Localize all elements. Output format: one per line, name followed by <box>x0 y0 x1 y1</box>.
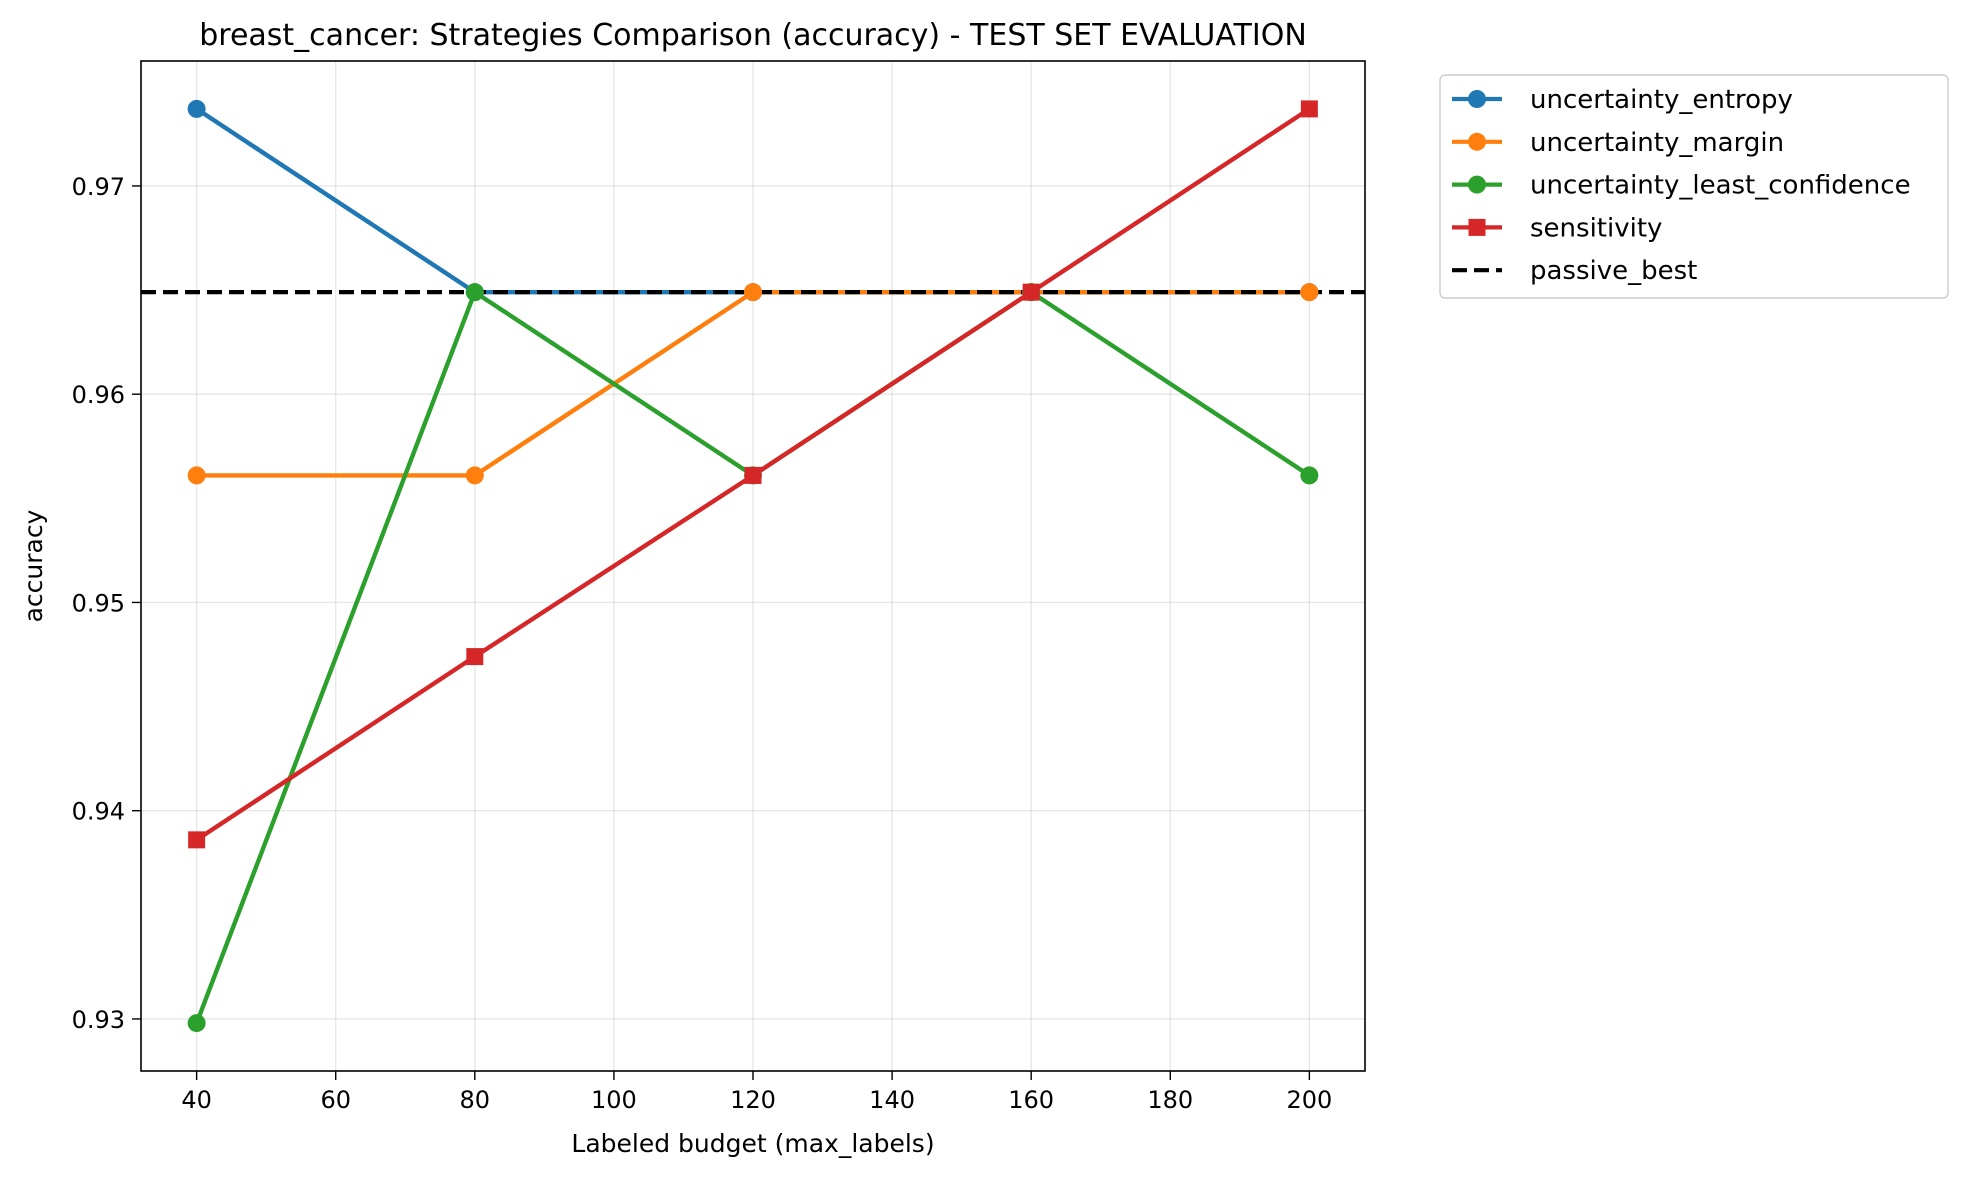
data-point <box>1022 283 1040 301</box>
legend: uncertainty_entropy uncertainty_marginunc… <box>1439 74 1949 299</box>
grid <box>141 61 1365 1071</box>
data-point <box>187 466 206 485</box>
data-point <box>465 466 484 485</box>
legend-box <box>1439 74 1949 299</box>
x-tick-label: 120 <box>730 1086 776 1114</box>
data-point <box>1300 100 1318 118</box>
legend-marker <box>1468 132 1486 151</box>
y-tick-label: 0.96 <box>72 381 125 409</box>
x-tick-label: 80 <box>460 1086 491 1114</box>
x-tick-label: 60 <box>320 1086 351 1114</box>
data-point <box>1300 283 1319 302</box>
y-tick-label: 0.95 <box>72 589 125 617</box>
legend-marker <box>1468 90 1486 108</box>
x-tick-label: 40 <box>181 1086 212 1114</box>
legend-marker <box>1468 218 1486 236</box>
x-tick-label: 180 <box>1147 1086 1193 1114</box>
data-point <box>466 648 484 666</box>
data-point <box>187 99 206 118</box>
x-tick-label: 200 <box>1286 1086 1332 1114</box>
y-tick-label: 0.94 <box>72 798 125 826</box>
x-axis-title: Labeled budget (max_labels) <box>571 1129 934 1158</box>
data-point <box>744 466 762 484</box>
y-tick-label: 0.97 <box>72 173 125 201</box>
chart-title: breast_cancer: Strategies Comparison (ac… <box>199 18 1307 53</box>
y-tick-label: 0.93 <box>72 1006 125 1034</box>
y-axis-title: accuracy <box>19 509 48 622</box>
data-point <box>465 283 484 302</box>
legend-label: uncertainty_least_confidence <box>1530 171 1911 201</box>
legend-item: uncertainty_margin <box>1452 128 1784 158</box>
legend-item: sensitivity <box>1452 213 1662 243</box>
x-tick-label: 100 <box>591 1086 637 1114</box>
data-point <box>1300 466 1319 485</box>
legend-label: passive_best <box>1530 256 1697 286</box>
x-tick-label: 140 <box>869 1086 915 1114</box>
plot-markers <box>187 99 1319 1033</box>
x-tick-label: 160 <box>1008 1086 1054 1114</box>
x-axis: 40 60 80 100 120 140 160 180 200 <box>181 1071 1332 1114</box>
legend-item: uncertainty_least_confidence <box>1452 171 1911 201</box>
legend-label: sensitivity <box>1530 213 1662 243</box>
y-axis: 0.93 0.94 0.95 0.96 0.97 <box>72 173 141 1034</box>
legend-item: uncertainty_entropy <box>1452 85 1793 115</box>
legend-label: uncertainty_entropy <box>1530 85 1793 115</box>
data-point <box>188 831 206 849</box>
data-point <box>187 1014 206 1033</box>
data-point <box>744 283 762 302</box>
legend-label: uncertainty_margin <box>1530 128 1784 158</box>
legend-item: passive_best <box>1452 256 1697 286</box>
legend-marker <box>1468 175 1486 194</box>
